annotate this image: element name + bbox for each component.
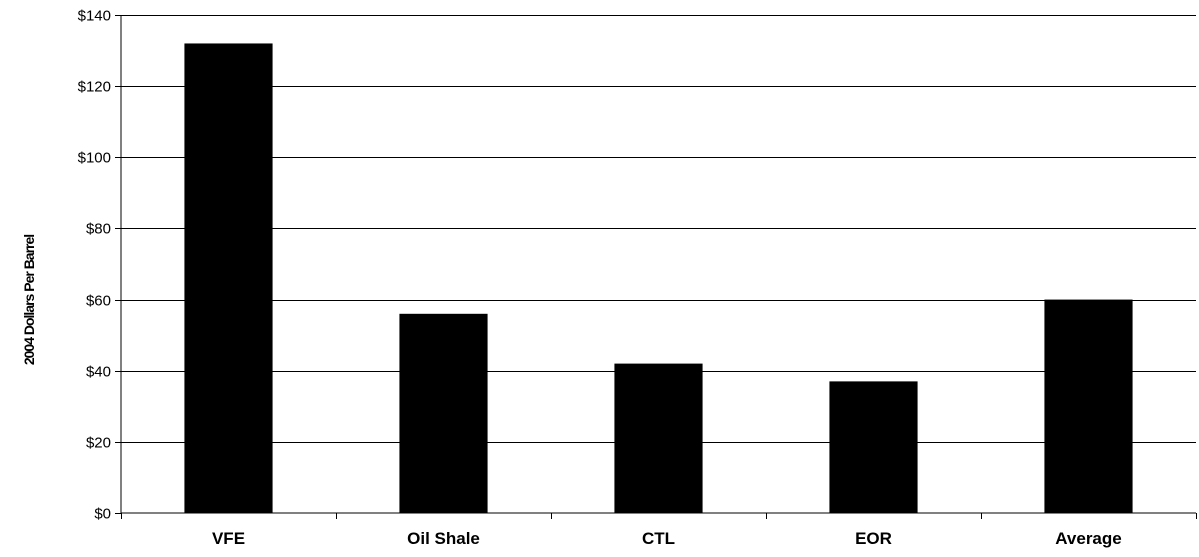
x-category-label: CTL	[642, 529, 675, 548]
x-tick-labels: VFE Oil Shale CTL EOR Average	[121, 513, 1197, 548]
bars	[184, 43, 1133, 513]
x-category-label: Oil Shale	[407, 529, 480, 548]
bar-eor	[829, 381, 918, 513]
x-category-label: VFE	[212, 529, 245, 548]
y-tick-label: $100	[78, 150, 111, 167]
y-tick-label: $120	[78, 79, 111, 96]
gridlines	[121, 15, 1196, 443]
bar-ctl	[614, 363, 703, 513]
y-axis-label: 2004 Dollars Per Barrel	[21, 235, 37, 365]
y-tick-label: $140	[78, 8, 111, 25]
y-tick-label: $0	[94, 506, 111, 523]
x-category-label: Average	[1055, 529, 1121, 548]
bar-average	[1044, 299, 1133, 513]
axes	[120, 15, 1196, 514]
bar-oil-shale	[399, 313, 488, 513]
y-tick-label: $60	[86, 293, 111, 310]
bar-vfe	[184, 43, 273, 513]
y-tick-label: $40	[86, 364, 111, 381]
y-tick-label: $20	[86, 435, 111, 452]
y-tick-label: $80	[86, 221, 111, 238]
x-category-label: EOR	[855, 529, 892, 548]
y-tick-labels: $0 $20 $40 $60 $80 $100 $120 $140	[78, 8, 121, 523]
